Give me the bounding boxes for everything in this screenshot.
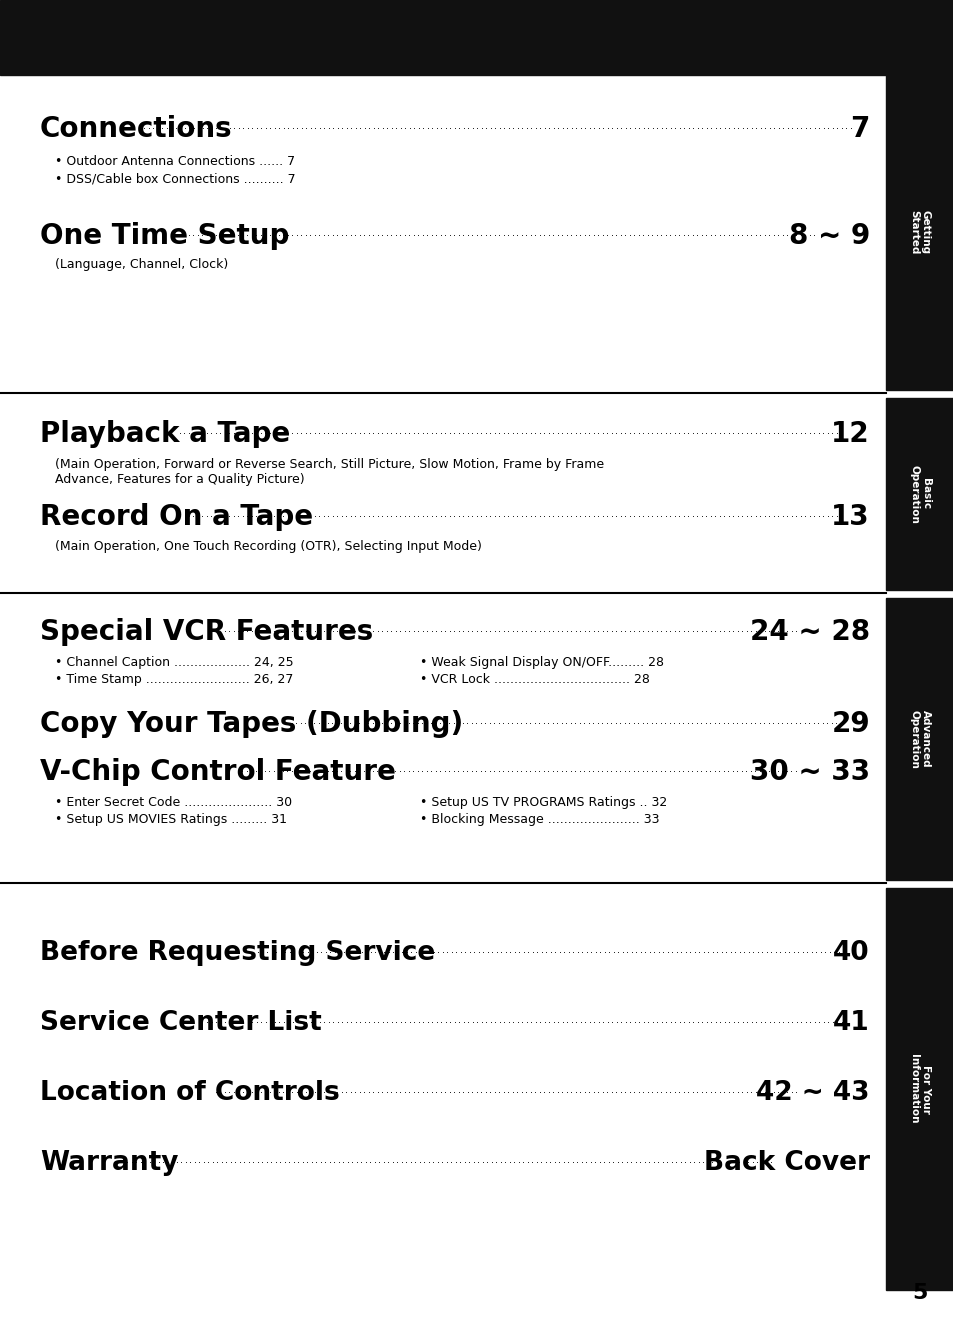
Text: (Main Operation, One Touch Recording (OTR), Selecting Input Mode): (Main Operation, One Touch Recording (OT… <box>55 541 481 553</box>
Text: Copy Your Tapes (Dubbing): Copy Your Tapes (Dubbing) <box>40 710 463 738</box>
Text: • Channel Caption ................... 24, 25: • Channel Caption ................... 24… <box>55 656 294 669</box>
Text: 5: 5 <box>911 1283 926 1302</box>
Text: • Weak Signal Display ON/OFF......... 28: • Weak Signal Display ON/OFF......... 28 <box>419 656 663 669</box>
Text: 8 ~ 9: 8 ~ 9 <box>788 223 869 250</box>
Text: Special VCR Features: Special VCR Features <box>40 617 373 647</box>
Text: Service Center List: Service Center List <box>40 1010 321 1036</box>
Text: For Your
Information: For Your Information <box>908 1055 930 1124</box>
Text: 13: 13 <box>830 504 869 531</box>
Text: • Enter Secret Code ...................... 30: • Enter Secret Code ....................… <box>55 796 292 810</box>
Text: • Outdoor Antenna Connections ...... 7: • Outdoor Antenna Connections ...... 7 <box>55 155 294 168</box>
Bar <box>885 398 953 590</box>
Text: 12: 12 <box>830 420 869 448</box>
Text: 41: 41 <box>832 1010 869 1036</box>
Text: Advanced
Operation: Advanced Operation <box>908 710 930 768</box>
Text: Before Requesting Service: Before Requesting Service <box>40 939 435 966</box>
Text: • Blocking Message ....................... 33: • Blocking Message .....................… <box>419 814 659 825</box>
Text: (Main Operation, Forward or Reverse Search, Still Picture, Slow Motion, Frame by: (Main Operation, Forward or Reverse Sear… <box>55 458 603 470</box>
Text: Record On a Tape: Record On a Tape <box>40 504 313 531</box>
Text: 7: 7 <box>850 115 869 143</box>
Text: • VCR Lock .................................. 28: • VCR Lock .............................… <box>419 673 649 686</box>
Text: (Language, Channel, Clock): (Language, Channel, Clock) <box>55 258 228 272</box>
Text: V-Chip Control Feature: V-Chip Control Feature <box>40 758 395 786</box>
Bar <box>885 888 953 1291</box>
Text: Location of Controls: Location of Controls <box>40 1080 339 1106</box>
Text: Getting
Started: Getting Started <box>908 211 930 254</box>
Text: 40: 40 <box>833 939 869 966</box>
Text: 24 ~ 28: 24 ~ 28 <box>749 617 869 647</box>
Text: Connections: Connections <box>40 115 233 143</box>
Text: 30 ~ 33: 30 ~ 33 <box>749 758 869 786</box>
Text: 29: 29 <box>830 710 869 738</box>
Text: Back Cover: Back Cover <box>703 1150 869 1177</box>
Bar <box>885 598 953 880</box>
Text: Warranty: Warranty <box>40 1150 178 1177</box>
Bar <box>0 0 953 76</box>
Text: • Setup US TV PROGRAMS Ratings .. 32: • Setup US TV PROGRAMS Ratings .. 32 <box>419 796 666 810</box>
Bar <box>885 76 953 390</box>
Text: One Time Setup: One Time Setup <box>40 223 289 250</box>
Text: • Time Stamp .......................... 26, 27: • Time Stamp .......................... … <box>55 673 294 686</box>
Text: 42 ~ 43: 42 ~ 43 <box>756 1080 869 1106</box>
Text: Advance, Features for a Quality Picture): Advance, Features for a Quality Picture) <box>55 473 304 486</box>
Text: Basic
Operation: Basic Operation <box>908 465 930 523</box>
Text: Playback a Tape: Playback a Tape <box>40 420 290 448</box>
Text: • DSS/Cable box Connections .......... 7: • DSS/Cable box Connections .......... 7 <box>55 172 295 186</box>
Text: • Setup US MOVIES Ratings ......... 31: • Setup US MOVIES Ratings ......... 31 <box>55 814 287 825</box>
